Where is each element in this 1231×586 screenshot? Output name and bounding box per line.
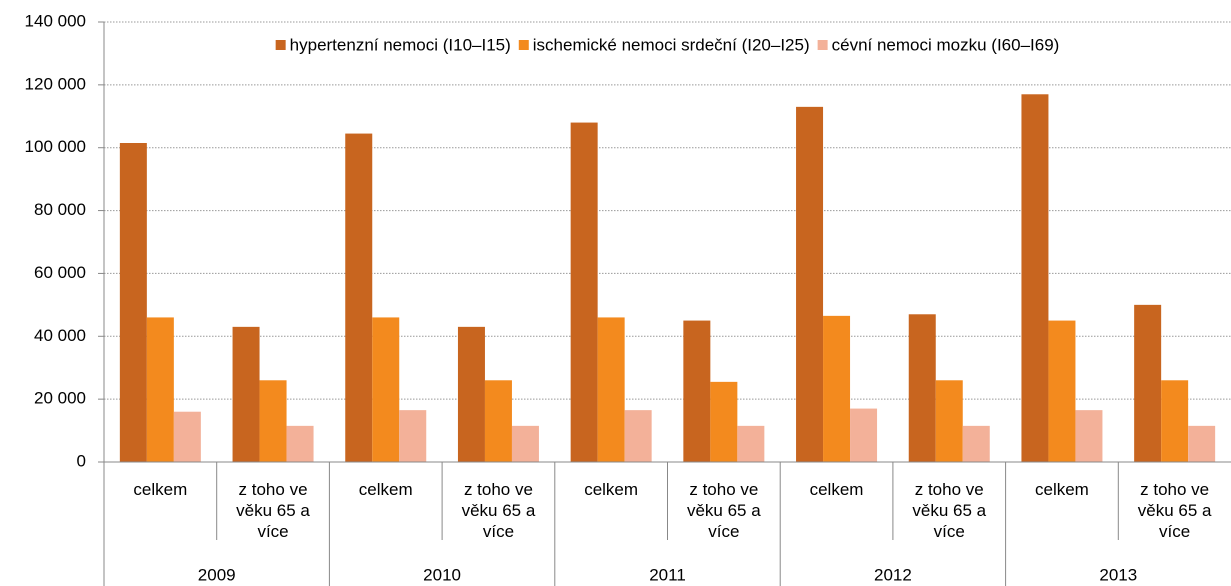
y-tick-label: 80 000 <box>34 200 86 219</box>
bar <box>1161 380 1189 462</box>
bar <box>737 425 765 462</box>
x-tick-label: z toho ve věku 65 a více <box>461 480 536 541</box>
bar <box>372 317 400 462</box>
legend-label: cévní nemoci mozku (I60–I69) <box>832 35 1060 54</box>
legend-label: hypertenzní nemoci (I10–I15) <box>290 35 511 54</box>
bar <box>710 381 738 462</box>
x-tick-label: celkem <box>358 480 413 499</box>
bar <box>935 380 963 462</box>
bar <box>624 410 652 462</box>
bar <box>511 425 539 462</box>
bar <box>345 133 373 463</box>
y-tick-label: 100 000 <box>25 137 86 156</box>
bar <box>1021 94 1049 463</box>
y-tick-label: 60 000 <box>34 263 86 282</box>
bar <box>259 380 287 462</box>
group-label: 2009 <box>198 565 236 584</box>
x-tick-label: z toho ve věku 65 a více <box>686 480 761 541</box>
group-label: 2011 <box>649 565 686 584</box>
legend-swatch <box>518 40 529 50</box>
bar <box>1134 304 1162 462</box>
bar <box>962 425 990 462</box>
bar <box>457 326 485 462</box>
bar <box>119 143 147 462</box>
bar <box>484 380 512 462</box>
y-tick-label: 140 000 <box>25 11 86 30</box>
bar <box>399 410 427 462</box>
x-tick-label: z toho ve věku 65 a více <box>1137 480 1212 541</box>
x-tick-label: celkem <box>809 480 864 499</box>
legend-swatch <box>817 40 828 50</box>
y-tick-label: 120 000 <box>25 74 86 93</box>
bar <box>146 317 174 462</box>
bar <box>232 326 260 462</box>
bar <box>1188 425 1216 462</box>
bar <box>908 314 936 462</box>
group-label: 2010 <box>423 565 461 584</box>
bar <box>850 408 878 462</box>
bar <box>1075 410 1103 462</box>
bar <box>570 122 598 463</box>
x-tick-label: z toho ve věku 65 a více <box>236 480 310 541</box>
bar <box>597 317 625 462</box>
x-tick-label: celkem <box>133 480 188 499</box>
x-tick-label: celkem <box>1035 480 1089 499</box>
y-tick-label: 20 000 <box>34 389 86 408</box>
bar <box>823 315 851 462</box>
bar <box>286 425 314 462</box>
y-tick-label: 40 000 <box>34 326 86 345</box>
bar <box>796 106 824 462</box>
group-label: 2013 <box>1099 565 1137 584</box>
x-tick-label: celkem <box>584 480 639 499</box>
legend-label: ischemické nemoci srdeční (I20–I25) <box>533 35 810 54</box>
y-tick-label: 0 <box>77 451 86 470</box>
bar <box>683 320 711 462</box>
group-label: 2012 <box>874 565 912 584</box>
legend-swatch <box>275 40 286 50</box>
bar <box>1048 320 1076 462</box>
bar <box>173 411 201 462</box>
x-tick-label: z toho ve věku 65 a více <box>912 480 987 541</box>
